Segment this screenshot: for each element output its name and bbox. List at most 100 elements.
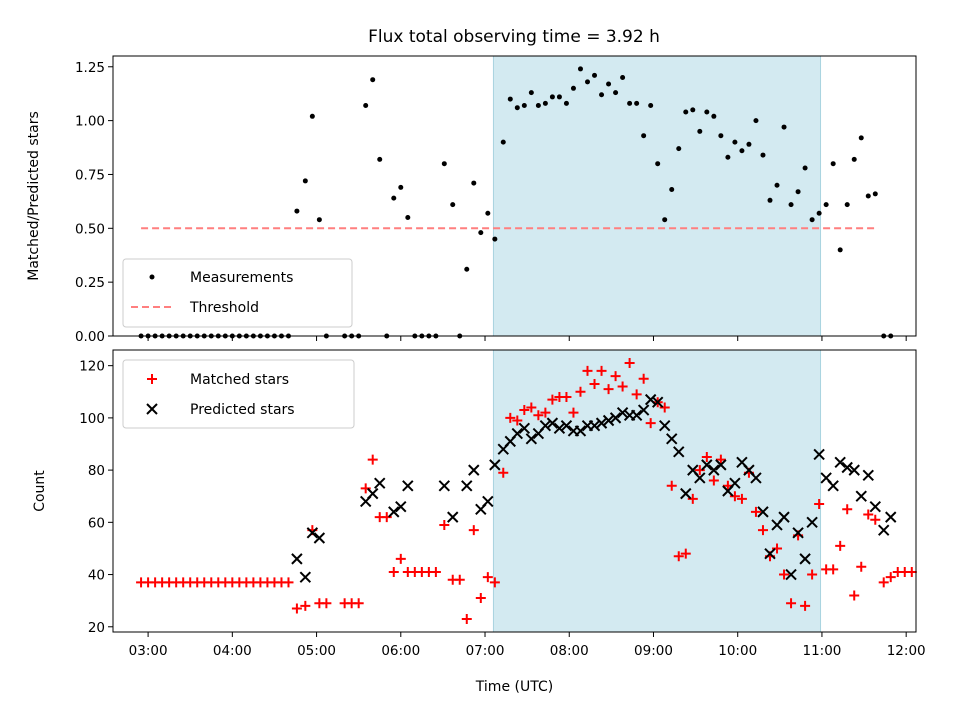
matched-star-point [694, 465, 705, 476]
measurement-point [577, 66, 583, 72]
matched-star-point [519, 405, 530, 416]
matched-star-point [835, 540, 846, 551]
measurement-point [592, 72, 598, 78]
predicted-star-point [616, 406, 629, 419]
measurement-point [500, 139, 506, 145]
predicted-star-point [609, 412, 622, 424]
measurement-point [648, 103, 654, 109]
predicted-star-point [482, 495, 494, 508]
measurement-point [711, 113, 717, 119]
matched-star-point [367, 454, 378, 465]
matched-star-point [439, 519, 450, 530]
matched-star-point [291, 603, 302, 614]
predicted-star-point [855, 490, 867, 502]
measurement-point [844, 202, 850, 208]
predicted-star-point [539, 420, 552, 432]
matched-star-point [475, 593, 486, 604]
y-tick-label: 0.00 [75, 329, 105, 345]
legend: Matched stars Predicted stars [122, 359, 355, 429]
matched-star-point [645, 418, 656, 429]
matched-star-point [750, 506, 761, 517]
measurement-point [641, 133, 647, 139]
legend-threshold-label: Threshold [189, 300, 259, 316]
matched-star-point [807, 569, 818, 580]
predicted-star-point [374, 477, 386, 489]
measurement-point [507, 96, 513, 102]
y-tick-label: 1.25 [75, 60, 105, 76]
predicted-star-point [785, 568, 797, 581]
matched-star-point [540, 407, 551, 418]
measurement-point [739, 148, 745, 154]
measurement-point [767, 197, 773, 203]
predicted-star-point [291, 553, 303, 565]
matched-star-point [701, 452, 712, 463]
measurement-point [865, 193, 871, 199]
predicted-star-point [518, 422, 531, 435]
measurement-point [478, 230, 484, 236]
legend: Measurements Threshold [122, 258, 353, 328]
x-tick-label: 07:00 [466, 643, 505, 659]
x-tick-label: 09:00 [634, 643, 673, 659]
predicted-star-point [560, 420, 573, 432]
predicted-star-point [841, 461, 853, 474]
measurement-point [563, 100, 569, 106]
predicted-star-point [630, 409, 643, 421]
matched-star-point [381, 512, 392, 523]
predicted-star-point [799, 553, 811, 565]
measurement-point [669, 187, 675, 193]
y-tick-label: 60 [88, 515, 105, 531]
matched-star-points [136, 358, 917, 624]
measurement-point [676, 146, 682, 152]
matched-star-point [885, 572, 896, 583]
measurement-point [802, 165, 808, 171]
predicted-star-point [834, 456, 846, 468]
measurement-point [718, 133, 724, 139]
predicted-star-point [402, 480, 414, 492]
predicted-star-point [438, 480, 451, 492]
measurement-point [725, 154, 731, 160]
matched-star-point [603, 384, 614, 395]
predicted-star-point [827, 480, 839, 492]
count-panel: 20 40 60 80 100 120 03:00 04:00 05:00 06:00 07:00… [32, 349, 926, 695]
matched-star-point [708, 475, 719, 486]
legend-matched-marker [147, 374, 157, 384]
predicted-star-point [651, 396, 664, 408]
matched-star-point [395, 553, 406, 564]
measurement-point [521, 103, 527, 109]
measurement-point [441, 161, 447, 167]
matched-star-point [468, 525, 479, 536]
measurement-point [398, 184, 404, 190]
predicted-star-point [644, 393, 657, 406]
measurement-point [471, 180, 477, 186]
x-axis-ticks [147, 336, 907, 341]
measurement-point [302, 178, 308, 184]
legend-matched-label: Matched stars [190, 372, 289, 388]
matched-star-point [906, 566, 917, 577]
measurement-point [294, 208, 300, 214]
predicted-star-point [447, 511, 459, 523]
measurement-point [774, 182, 780, 188]
measurement-point [697, 128, 703, 134]
predicted-star-point [574, 425, 587, 437]
predicted-star-point [489, 459, 501, 471]
matched-star-point [489, 577, 500, 588]
matched-star-point [512, 415, 523, 426]
y-axis-ticks: 20 40 60 80 100 120 [79, 359, 113, 636]
matched-star-point [561, 392, 572, 402]
measurement-point [464, 266, 470, 272]
predicted-star-point [848, 464, 860, 476]
measurement-point [809, 217, 815, 223]
matched-star-point [505, 412, 516, 423]
matched-star-point [610, 371, 621, 382]
matched-star-point [300, 600, 311, 611]
matched-star-point [680, 548, 691, 559]
x-tick-label: 11:00 [802, 643, 841, 659]
measurement-point [514, 105, 520, 111]
measurement-point [781, 124, 787, 130]
y-tick-label: 120 [79, 359, 105, 375]
matched-star-point [321, 598, 332, 609]
matched-star-point [779, 569, 790, 580]
predicted-star-point [388, 506, 400, 518]
predicted-star-point [694, 472, 706, 484]
x-tick-label: 05:00 [297, 643, 336, 659]
